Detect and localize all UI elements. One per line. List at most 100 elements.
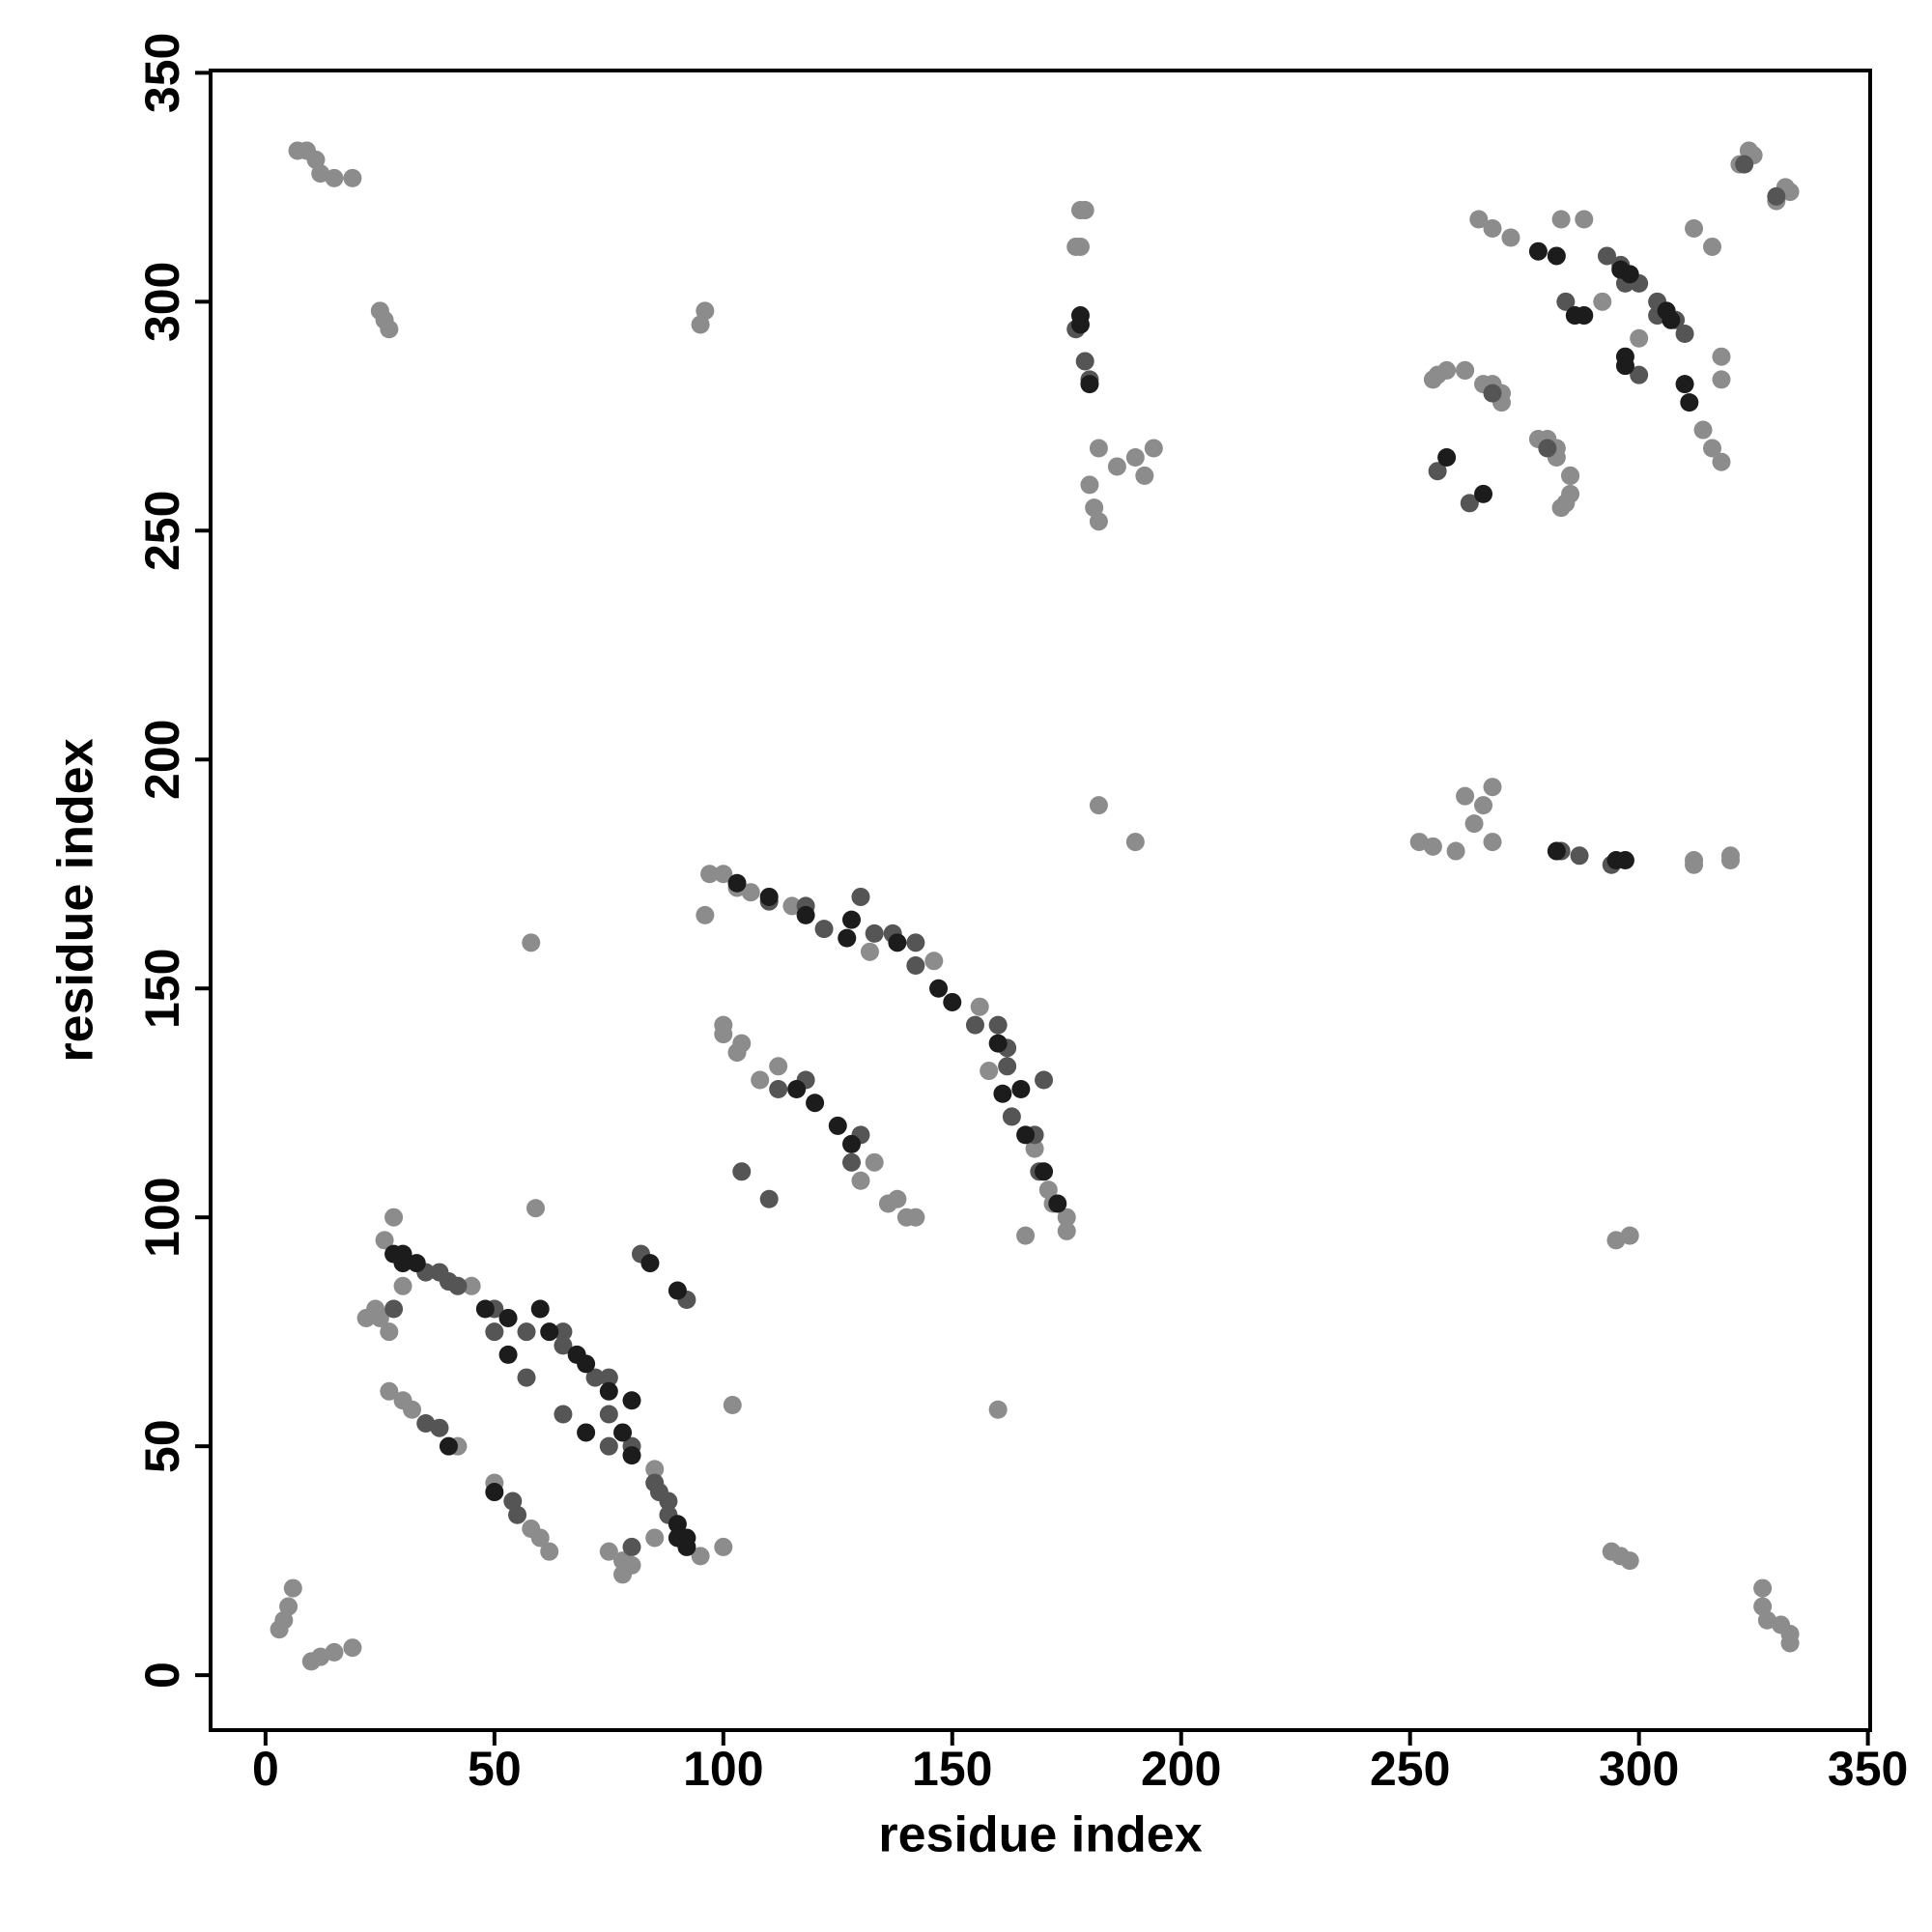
point — [522, 933, 541, 952]
point — [1437, 447, 1457, 467]
point — [640, 1254, 660, 1273]
point — [1048, 1194, 1067, 1213]
point — [1469, 210, 1489, 229]
point — [439, 1436, 458, 1456]
point — [1002, 1107, 1021, 1126]
point — [503, 1492, 523, 1511]
point — [343, 168, 362, 187]
point — [599, 1381, 618, 1401]
point — [1712, 452, 1731, 471]
point — [540, 1542, 559, 1561]
point — [1456, 360, 1475, 380]
point — [865, 1152, 884, 1172]
point — [393, 1391, 412, 1410]
point — [1460, 494, 1479, 513]
point — [1456, 786, 1475, 806]
point — [1483, 384, 1502, 403]
point — [714, 865, 733, 884]
point — [1720, 851, 1740, 870]
point — [343, 1638, 362, 1658]
point — [1547, 841, 1566, 861]
point — [416, 1413, 436, 1433]
point — [622, 1391, 641, 1410]
point — [769, 1079, 788, 1098]
point — [1089, 439, 1108, 458]
point — [1135, 466, 1154, 485]
point — [270, 1620, 289, 1639]
point — [1070, 306, 1090, 326]
point — [384, 1299, 404, 1319]
point — [599, 1368, 618, 1387]
point — [585, 1368, 605, 1387]
x-tick-label: 150 — [912, 1742, 992, 1796]
point — [1035, 1070, 1054, 1090]
point — [1474, 796, 1493, 815]
point — [842, 910, 862, 929]
point — [301, 1652, 321, 1671]
point — [1606, 851, 1626, 870]
point — [1038, 1180, 1058, 1200]
point — [283, 1578, 302, 1598]
point — [1575, 210, 1594, 229]
x-tick-label: 350 — [1828, 1742, 1908, 1796]
point — [462, 1276, 481, 1295]
point — [577, 1423, 596, 1442]
point — [828, 1116, 847, 1135]
point — [622, 1446, 641, 1465]
point — [1630, 328, 1649, 348]
point — [380, 1381, 399, 1401]
point — [759, 1189, 779, 1208]
point — [906, 956, 925, 976]
point — [988, 1400, 1008, 1419]
point — [1685, 219, 1704, 239]
point — [430, 1263, 449, 1282]
point — [896, 1208, 916, 1227]
point — [279, 1597, 298, 1616]
point — [554, 1322, 573, 1342]
point — [1483, 219, 1502, 239]
point — [842, 1134, 862, 1153]
point — [782, 896, 802, 916]
point — [622, 1537, 641, 1556]
point — [700, 865, 720, 884]
point — [860, 942, 879, 961]
point — [1551, 210, 1571, 229]
point — [838, 928, 857, 948]
point — [787, 1079, 807, 1098]
point — [407, 1254, 426, 1273]
point — [714, 1537, 733, 1556]
point — [1016, 1226, 1036, 1245]
point — [645, 1460, 665, 1479]
point — [1423, 837, 1442, 856]
point — [1089, 796, 1108, 815]
point — [980, 1062, 999, 1081]
point — [622, 1555, 641, 1575]
point — [1753, 1578, 1773, 1598]
x-tick-label: 250 — [1370, 1742, 1450, 1796]
point — [1561, 484, 1580, 503]
point — [1057, 1208, 1076, 1227]
point — [384, 1208, 404, 1227]
point — [696, 905, 715, 924]
point — [1057, 1221, 1076, 1240]
point — [1675, 325, 1694, 344]
point — [475, 1299, 495, 1319]
point — [1575, 306, 1594, 326]
point — [393, 1276, 412, 1295]
point — [924, 952, 944, 971]
point — [929, 979, 949, 998]
point — [1035, 1162, 1054, 1181]
plot-frame — [209, 69, 1872, 1732]
point — [1693, 420, 1713, 440]
point — [998, 1057, 1017, 1076]
y-tick-label: 200 — [135, 720, 189, 800]
point — [325, 168, 344, 187]
point — [668, 1281, 687, 1300]
point — [723, 1396, 742, 1415]
point — [1680, 393, 1699, 412]
y-tick-label: 100 — [135, 1177, 189, 1257]
point — [1501, 228, 1520, 247]
point — [851, 887, 870, 906]
x-tick-label: 200 — [1141, 1742, 1221, 1796]
